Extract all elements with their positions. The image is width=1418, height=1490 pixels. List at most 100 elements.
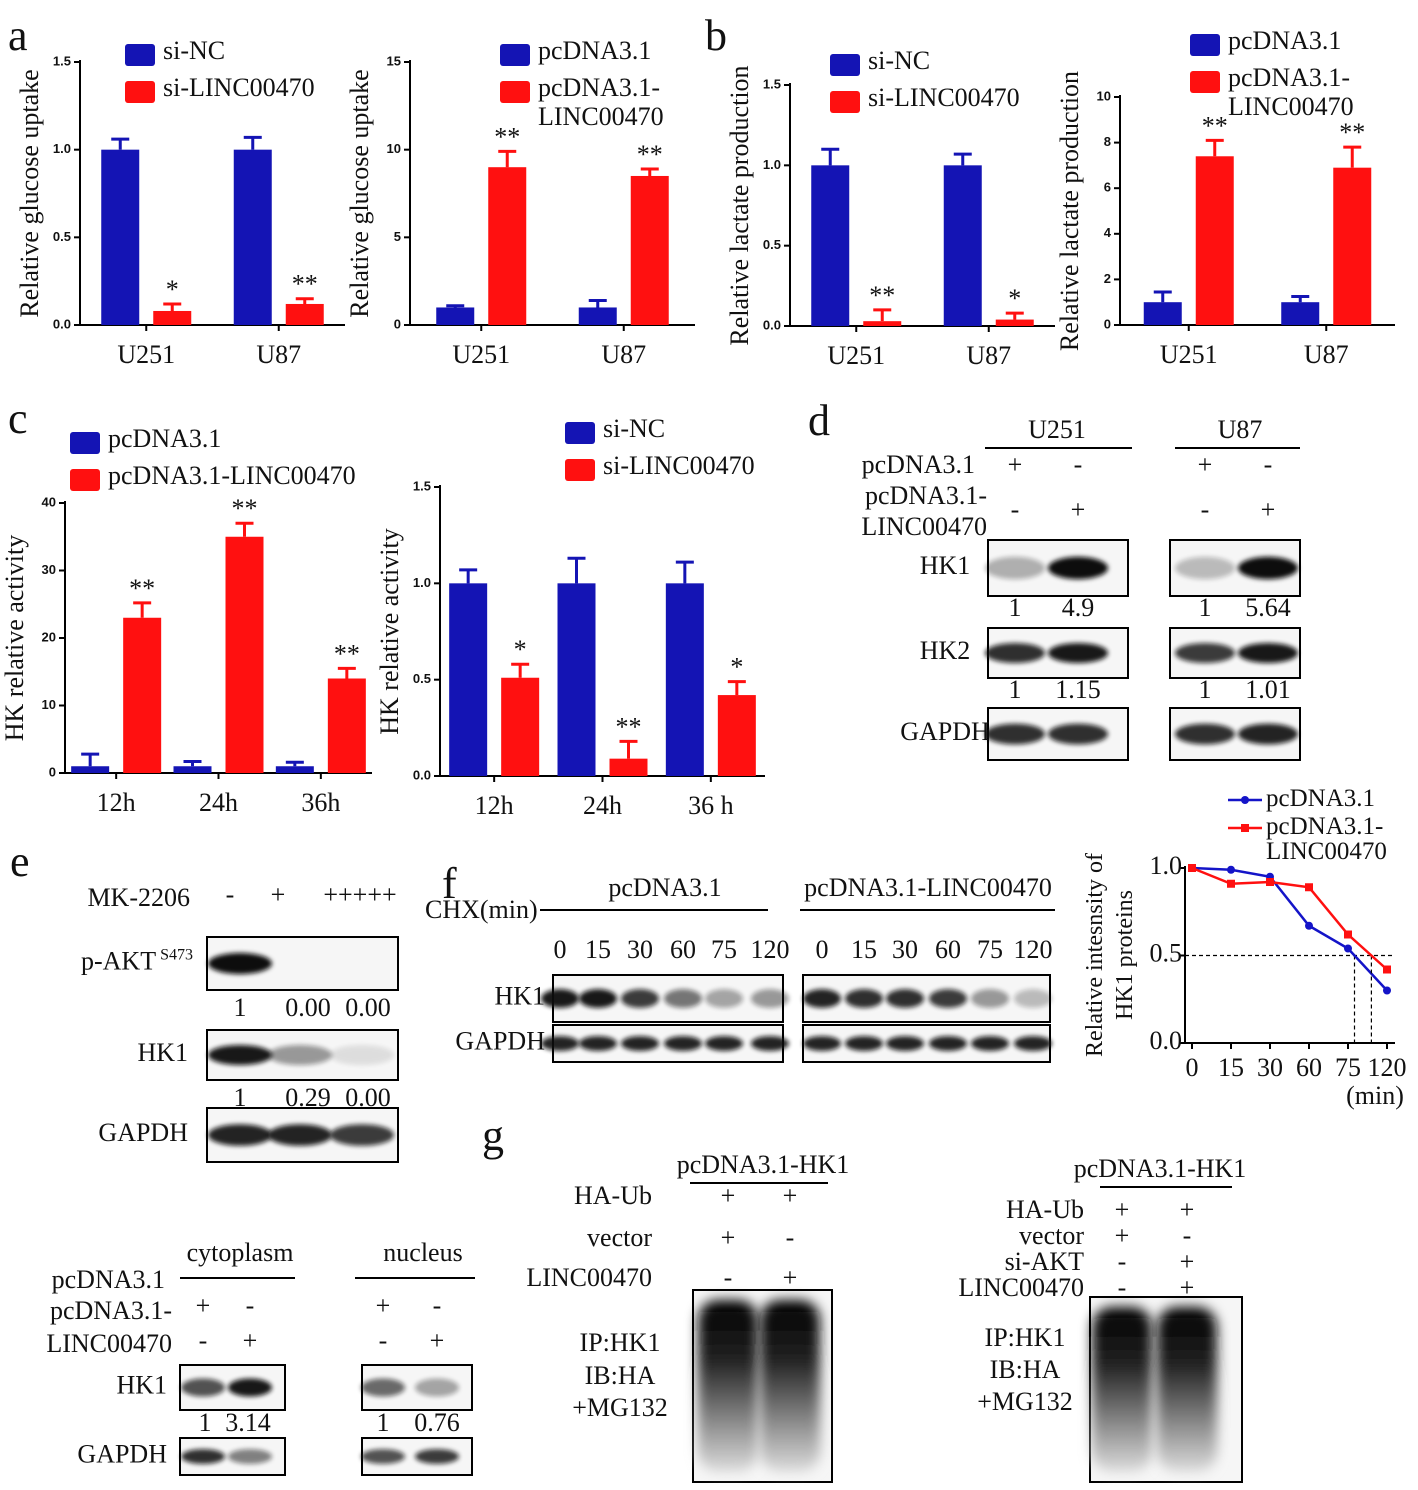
y-tick-label: 20 bbox=[42, 629, 56, 644]
treatment-mark: + bbox=[1198, 450, 1213, 479]
bar bbox=[123, 617, 162, 773]
error-bar bbox=[727, 680, 746, 696]
treatment-mark: - bbox=[1264, 450, 1273, 479]
error-bar bbox=[183, 760, 202, 767]
blot-label: HK1 bbox=[137, 1038, 188, 1067]
y-tick-label: 0 bbox=[49, 764, 56, 779]
y-axis-label: Relative lactate production bbox=[1055, 71, 1084, 351]
treatment-mark: + bbox=[430, 1326, 445, 1355]
x-tick-label: 75 bbox=[1335, 1053, 1361, 1082]
legend-label-box: pcDNA3.1 bbox=[1266, 786, 1375, 811]
y-tick-label: 1.0 bbox=[413, 575, 431, 590]
panel-label: a bbox=[8, 11, 28, 60]
blot-label: GAPDH bbox=[900, 717, 990, 746]
y-tick-label: 1.5 bbox=[413, 478, 431, 493]
treatment-mark: 0.76 bbox=[414, 1408, 460, 1437]
error-bar bbox=[498, 149, 517, 168]
band bbox=[181, 1449, 225, 1464]
y-tick-label: 4 bbox=[1104, 225, 1112, 240]
blot-note: IB:HA bbox=[990, 1355, 1061, 1384]
band bbox=[228, 1449, 272, 1464]
x-tick-label: 0 bbox=[1186, 1053, 1199, 1082]
legend-swatch bbox=[1190, 34, 1220, 56]
legend-label: pcDNA3.1-LINC00470 bbox=[1266, 814, 1387, 865]
row-label: HA-Ub bbox=[1006, 1195, 1084, 1224]
group-label: nucleus bbox=[383, 1238, 462, 1267]
legend-swatch bbox=[830, 91, 860, 113]
treatment-mark: 0.00 bbox=[345, 993, 391, 1022]
treatment-mark: - bbox=[226, 880, 235, 909]
bar bbox=[630, 175, 669, 325]
y-axis-label: Relative glucose uptake bbox=[345, 69, 374, 317]
treatment-mark: - bbox=[1183, 1221, 1192, 1250]
smear bbox=[698, 1300, 758, 1472]
band bbox=[845, 1036, 883, 1051]
y-tick-label: 6 bbox=[1104, 180, 1111, 195]
band bbox=[985, 723, 1045, 745]
treatment-mark: 0 bbox=[816, 935, 829, 964]
blot-note: IP:HK1 bbox=[580, 1328, 661, 1357]
y-axis-label-box: Relative intesnsity of HK1 proteins bbox=[1082, 853, 1138, 1057]
treatment-mark: + bbox=[243, 1326, 258, 1355]
treatment-mark: 120 bbox=[1014, 935, 1053, 964]
panel-label: b bbox=[705, 11, 727, 60]
legend-label-box: si-NC bbox=[603, 414, 665, 443]
error-bar bbox=[953, 152, 972, 166]
treatment-mark: 4.9 bbox=[1062, 593, 1095, 622]
legend-swatch bbox=[500, 81, 530, 103]
error-bar bbox=[243, 135, 262, 150]
group-label: U87 bbox=[1218, 415, 1263, 444]
treatment-mark: 30 bbox=[892, 935, 918, 964]
x-tick-label: 60 bbox=[1296, 1053, 1322, 1082]
treatment-mark: - bbox=[1118, 1273, 1127, 1302]
band bbox=[751, 989, 789, 1008]
treatment-mark: - bbox=[1201, 495, 1210, 524]
legend-label-box: pcDNA3.1-LINC00470 bbox=[108, 461, 356, 490]
band bbox=[1238, 723, 1298, 745]
significance: * bbox=[1008, 284, 1021, 313]
band bbox=[621, 1036, 659, 1051]
treatment-mark: 1 bbox=[377, 1408, 390, 1437]
blot-label: GAPDH bbox=[98, 1118, 188, 1147]
legend-label: pcDNA3.1 bbox=[1228, 26, 1342, 55]
error-bar bbox=[111, 137, 130, 150]
blot-label: HK2 bbox=[920, 636, 971, 665]
row-label: pcDNA3.1 bbox=[862, 450, 975, 479]
point bbox=[1266, 878, 1274, 886]
treatment-mark: + bbox=[783, 1181, 798, 1210]
significance: ** bbox=[1339, 118, 1365, 147]
legend-swatch bbox=[70, 469, 100, 491]
band bbox=[361, 1449, 405, 1464]
y-tick-label: 0.0 bbox=[53, 316, 71, 331]
row-label-box: pcDNA3.1-LINC00470 bbox=[46, 1296, 172, 1358]
group-label: pcDNA3.1-HK1 bbox=[1074, 1154, 1247, 1183]
group-label: pcDNA3.1-LINC00470 bbox=[804, 873, 1052, 902]
y-axis-label: HK relative activity bbox=[375, 528, 404, 734]
y-tick-label: 1.0 bbox=[1150, 851, 1183, 880]
row-label: pcDNA3.1-LINC00470 bbox=[861, 481, 987, 541]
x-axis-label: (min) bbox=[1346, 1081, 1404, 1110]
band bbox=[579, 989, 617, 1008]
x-tick-label: 12h bbox=[475, 791, 514, 820]
legend-label-box: pcDNA3.1-LINC00470 bbox=[1266, 814, 1387, 865]
treatment-mark: + bbox=[1115, 1221, 1130, 1250]
legend-label: pcDNA3.1-LINC00470 bbox=[538, 73, 664, 131]
treatment-mark: 1 bbox=[1199, 593, 1212, 622]
band bbox=[268, 1124, 332, 1146]
x-tick-label: 36 h bbox=[688, 791, 734, 820]
y-tick-label: 1.0 bbox=[763, 157, 781, 172]
point bbox=[1383, 986, 1391, 995]
treatment-mark: 15 bbox=[851, 935, 877, 964]
y-axis-label: HK relative activity bbox=[0, 535, 29, 741]
significance: * bbox=[514, 635, 527, 664]
legend-label: pcDNA3.1-LINC00470 bbox=[1228, 63, 1354, 121]
error-bar bbox=[640, 167, 659, 176]
treatment-mark: - bbox=[379, 1326, 388, 1355]
treatment-mark: 1.15 bbox=[1055, 675, 1101, 704]
band bbox=[985, 556, 1045, 580]
legend-marker bbox=[1241, 824, 1249, 832]
band bbox=[664, 989, 702, 1008]
legend-label: pcDNA3.1 bbox=[108, 424, 222, 453]
band bbox=[929, 1036, 967, 1051]
